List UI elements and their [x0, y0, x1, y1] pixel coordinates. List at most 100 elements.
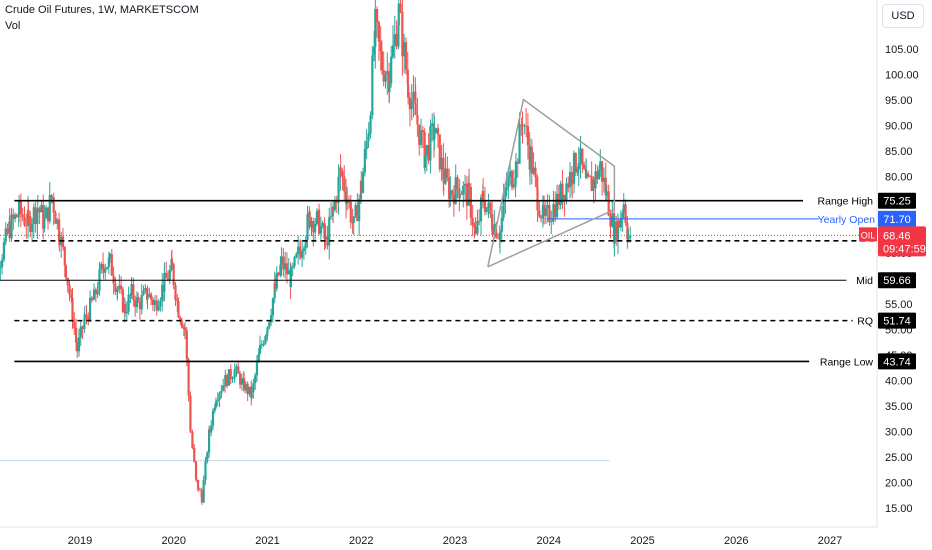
candle-body	[514, 161, 518, 179]
candle-body	[92, 299, 95, 301]
candle-body	[358, 198, 361, 222]
candle-body	[349, 201, 352, 223]
candle-body	[96, 290, 99, 295]
yearly-open-price-value: 71.70	[883, 214, 911, 226]
candle-body	[244, 383, 247, 391]
candle-body	[94, 289, 97, 295]
candle-body	[2, 242, 6, 260]
candle-body	[144, 288, 147, 291]
candle-body	[507, 176, 510, 188]
candle-body	[258, 345, 262, 354]
candle-body	[337, 176, 340, 203]
candle-body	[619, 217, 622, 228]
candle-body	[518, 124, 521, 164]
candle-body	[534, 167, 537, 177]
candle-body	[365, 141, 368, 150]
candle-body	[195, 478, 198, 480]
candle-body	[10, 214, 13, 239]
candle-body	[50, 197, 53, 199]
candle-body	[491, 214, 494, 230]
candle-body	[510, 171, 514, 188]
y-tick-label: 85.00	[885, 146, 913, 158]
candle-body	[66, 277, 69, 286]
candle-body	[471, 217, 474, 226]
candle-body	[30, 224, 34, 232]
candle-body	[446, 168, 449, 178]
candle-body	[333, 200, 337, 211]
level-price-tag	[878, 353, 916, 370]
candle-body	[523, 125, 526, 127]
candle-body	[277, 272, 280, 276]
candle-body	[351, 222, 354, 224]
candle-body	[254, 375, 257, 384]
candle-body	[146, 297, 149, 300]
candle-body	[19, 199, 22, 215]
candle-body	[58, 241, 61, 246]
candle-body	[512, 184, 515, 188]
level-price-tag	[878, 192, 916, 209]
candle-body	[280, 256, 283, 265]
candle-body	[601, 161, 604, 182]
yearly-open-label: Yearly Open	[818, 214, 876, 226]
candle-body	[313, 224, 317, 233]
candle-body	[344, 191, 348, 204]
candle-body	[568, 172, 572, 188]
currency-selector[interactable]: USD	[882, 4, 924, 28]
candle-body	[43, 218, 46, 229]
candle-body	[297, 246, 300, 254]
candle-body	[585, 173, 588, 178]
candle-body	[54, 212, 57, 224]
candle-body	[622, 204, 625, 213]
candle-body	[246, 383, 249, 395]
candle-body	[561, 183, 564, 203]
candle-body	[317, 209, 321, 234]
candle-body	[565, 183, 568, 202]
candle-body	[176, 300, 179, 302]
candle-body	[140, 294, 143, 310]
candle-body	[191, 431, 194, 448]
candle-body	[404, 42, 408, 70]
candle-body	[602, 177, 606, 182]
candle-body	[153, 300, 157, 303]
x-tick-label: 2020	[162, 535, 186, 547]
candle-body	[202, 479, 205, 503]
candle-body	[360, 180, 363, 193]
candle-body	[431, 123, 434, 127]
candle-body	[323, 222, 326, 239]
x-tick-label: 2021	[255, 535, 279, 547]
candle-body	[525, 125, 528, 127]
triangle-pattern-drawing[interactable]	[487, 98, 616, 268]
candle-body	[613, 221, 616, 244]
candle-body	[150, 293, 153, 300]
level-label-mid: Mid	[856, 275, 873, 287]
candle-body	[544, 208, 547, 216]
candle-body	[509, 171, 512, 177]
candle-body	[530, 146, 533, 174]
candle-body	[550, 221, 553, 223]
candle-body	[607, 191, 610, 217]
candle-body	[419, 130, 423, 145]
candle-body	[289, 267, 293, 287]
candle-body	[478, 220, 481, 222]
candle-body	[130, 284, 133, 295]
y-tick-label: 25.00	[885, 452, 913, 464]
candle-body	[61, 236, 65, 248]
candle-body	[454, 177, 457, 204]
candle-body	[231, 378, 234, 380]
candle-body	[189, 430, 192, 432]
candle-body	[414, 103, 417, 115]
level-price-value: 43.74	[883, 356, 911, 368]
volume-indicator-label[interactable]: Vol	[5, 20, 21, 32]
candle-body	[73, 321, 76, 328]
candle-body	[352, 216, 355, 223]
candle-body	[100, 263, 103, 270]
y-tick-label: 55.00	[885, 299, 913, 311]
candle-body	[324, 236, 327, 239]
candle-body	[85, 314, 88, 317]
candle-body	[444, 168, 447, 184]
candle-body	[467, 183, 471, 187]
candle-body	[343, 176, 346, 192]
candle-body	[627, 237, 630, 240]
candle-body	[373, 46, 376, 56]
